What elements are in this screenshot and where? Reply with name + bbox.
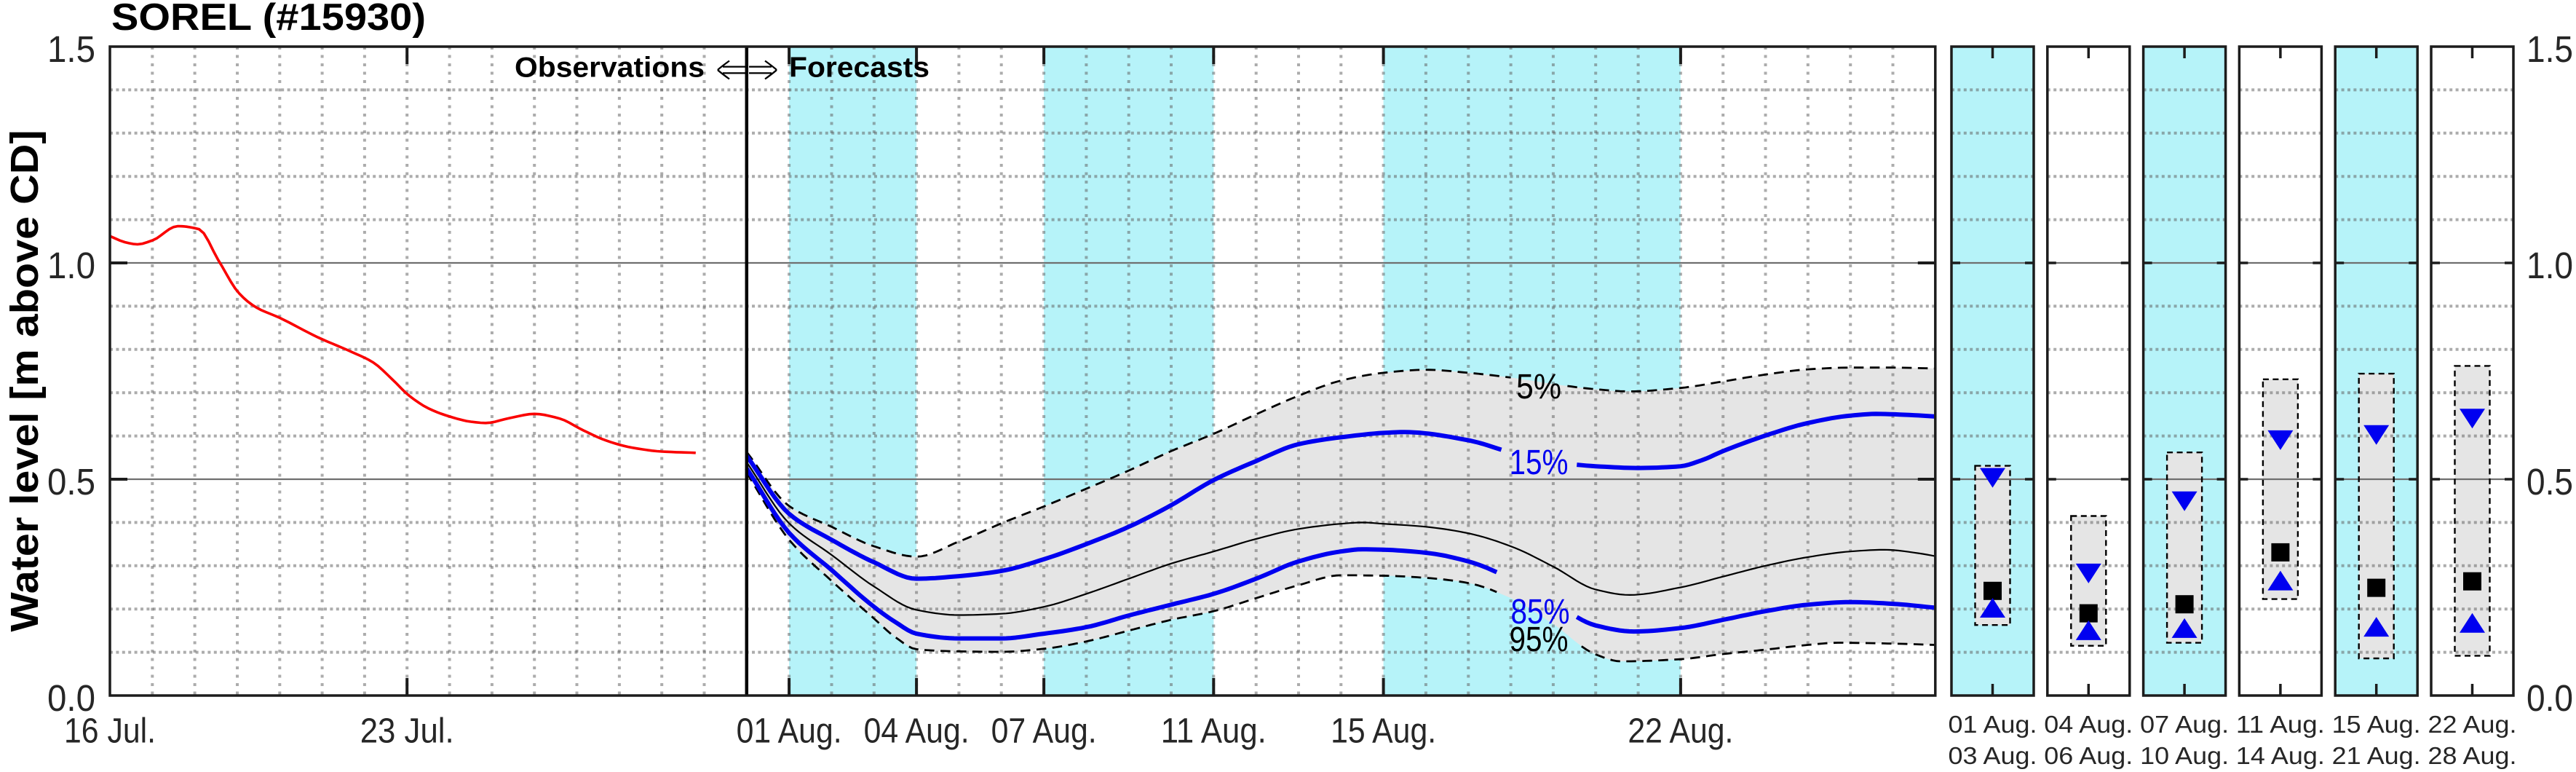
svg-text:23 Jul.: 23 Jul. bbox=[360, 712, 454, 751]
svg-text:1.0: 1.0 bbox=[47, 245, 95, 286]
svg-text:04 Aug.: 04 Aug. bbox=[864, 712, 970, 751]
svg-text:0.5: 0.5 bbox=[47, 461, 95, 503]
svg-text:0.0: 0.0 bbox=[47, 677, 95, 719]
svg-text:Observations: Observations bbox=[515, 52, 705, 84]
svg-text:95%: 95% bbox=[1510, 621, 1569, 659]
svg-text:01 Aug.: 01 Aug. bbox=[737, 712, 842, 751]
svg-text:03 Aug.: 03 Aug. bbox=[1949, 742, 2037, 769]
svg-text:21 Aug.: 21 Aug. bbox=[2332, 742, 2421, 769]
svg-text:15 Aug.: 15 Aug. bbox=[2332, 711, 2421, 738]
svg-text:07 Aug.: 07 Aug. bbox=[2140, 711, 2229, 738]
svg-text:16 Jul.: 16 Jul. bbox=[64, 712, 156, 751]
svg-text:28 Aug.: 28 Aug. bbox=[2428, 742, 2517, 769]
svg-text:1.5: 1.5 bbox=[2527, 28, 2573, 70]
svg-text:1.5: 1.5 bbox=[47, 28, 95, 70]
svg-text:1.0: 1.0 bbox=[2527, 245, 2573, 286]
svg-text:06 Aug.: 06 Aug. bbox=[2044, 742, 2133, 769]
svg-text:11 Aug.: 11 Aug. bbox=[2236, 711, 2325, 738]
svg-text:85%: 85% bbox=[1511, 593, 1570, 631]
svg-text:22 Aug.: 22 Aug. bbox=[1628, 712, 1733, 751]
svg-text:Water level [m above CD]: Water level [m above CD] bbox=[3, 130, 47, 632]
svg-text:22 Aug.: 22 Aug. bbox=[2428, 711, 2517, 738]
svg-text:5%: 5% bbox=[1516, 368, 1561, 406]
svg-text:10 Aug.: 10 Aug. bbox=[2140, 742, 2229, 769]
svg-text:07 Aug.: 07 Aug. bbox=[991, 712, 1097, 751]
svg-text:14 Aug.: 14 Aug. bbox=[2236, 742, 2325, 769]
svg-text:15%: 15% bbox=[1510, 444, 1569, 482]
svg-text:SOREL (#15930): SOREL (#15930) bbox=[111, 0, 426, 39]
svg-text:11 Aug.: 11 Aug. bbox=[1161, 712, 1267, 751]
svg-text:Forecasts: Forecasts bbox=[789, 52, 930, 84]
svg-text:15 Aug.: 15 Aug. bbox=[1331, 712, 1436, 751]
svg-text:0.0: 0.0 bbox=[2527, 677, 2573, 719]
svg-text:01 Aug.: 01 Aug. bbox=[1949, 711, 2037, 738]
svg-text:04 Aug.: 04 Aug. bbox=[2044, 711, 2133, 738]
svg-text:0.5: 0.5 bbox=[2527, 461, 2573, 503]
